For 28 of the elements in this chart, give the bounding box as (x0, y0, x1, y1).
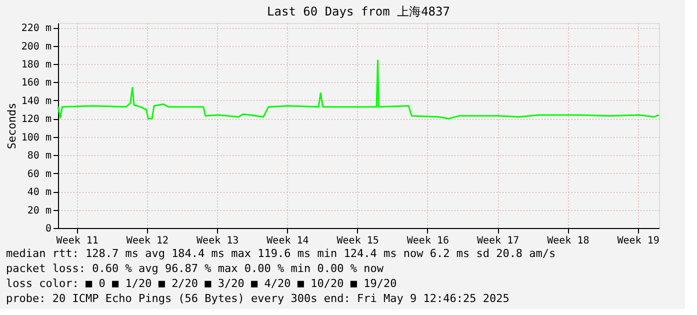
y-tick-label: 100 m (21, 132, 52, 144)
y-tick-label: 220 m (21, 23, 52, 34)
chart-title: Last 60 Days from 上海4837 (267, 4, 450, 19)
x-tick-label: Week 11 (56, 236, 98, 246)
x-tick-label: Week 13 (196, 236, 239, 246)
y-tick-label: 120 m (21, 114, 52, 126)
x-tick-label: Week 17 (477, 236, 520, 246)
y-tick-label: 140 m (21, 96, 52, 107)
x-tick-label: Week 12 (126, 236, 169, 246)
x-tick-label: Week 15 (336, 236, 379, 246)
y-tick-label: 160 m (21, 78, 52, 89)
y-tick-label: 0 (45, 224, 52, 234)
y-tick-label: 40 m (27, 187, 52, 198)
x-tick-label: Week 19 (617, 236, 660, 246)
y-axis-title: Seconds (5, 102, 18, 150)
x-tick-label: Week 16 (406, 236, 450, 246)
line-series (57, 60, 660, 120)
y-tick-label: 80 m (27, 150, 52, 162)
text: median rtt: 128.7 ms avg 184.4 ms max 119.6 ms min 124.4 ms now 6.2 ms sd 20.8 am/s (6, 247, 556, 260)
y-tick-label: 20 m (27, 205, 52, 216)
y-tick-label: 60 m (27, 168, 52, 180)
y-tick-label: 200 m (21, 41, 52, 52)
x-tick-label: Week 14 (266, 236, 309, 246)
y-tick-label: 180 m (21, 60, 52, 70)
x-tick-label: Week 18 (547, 236, 590, 246)
text: probe: 20 ICMP Echo Pings (56 Bytes) every 300s end: Fri May 9 12:46:25 2025 (6, 292, 510, 305)
text: loss color: ■ 0 ■ 1/20 ■ 2/20 ■ 3/20 ■ 4/20 ■ 10/20 ■ 19/20 (6, 277, 397, 290)
text: packet loss: 0.60 % avg 96.87 % max 0.00 % min 0.00 % now (6, 262, 384, 275)
